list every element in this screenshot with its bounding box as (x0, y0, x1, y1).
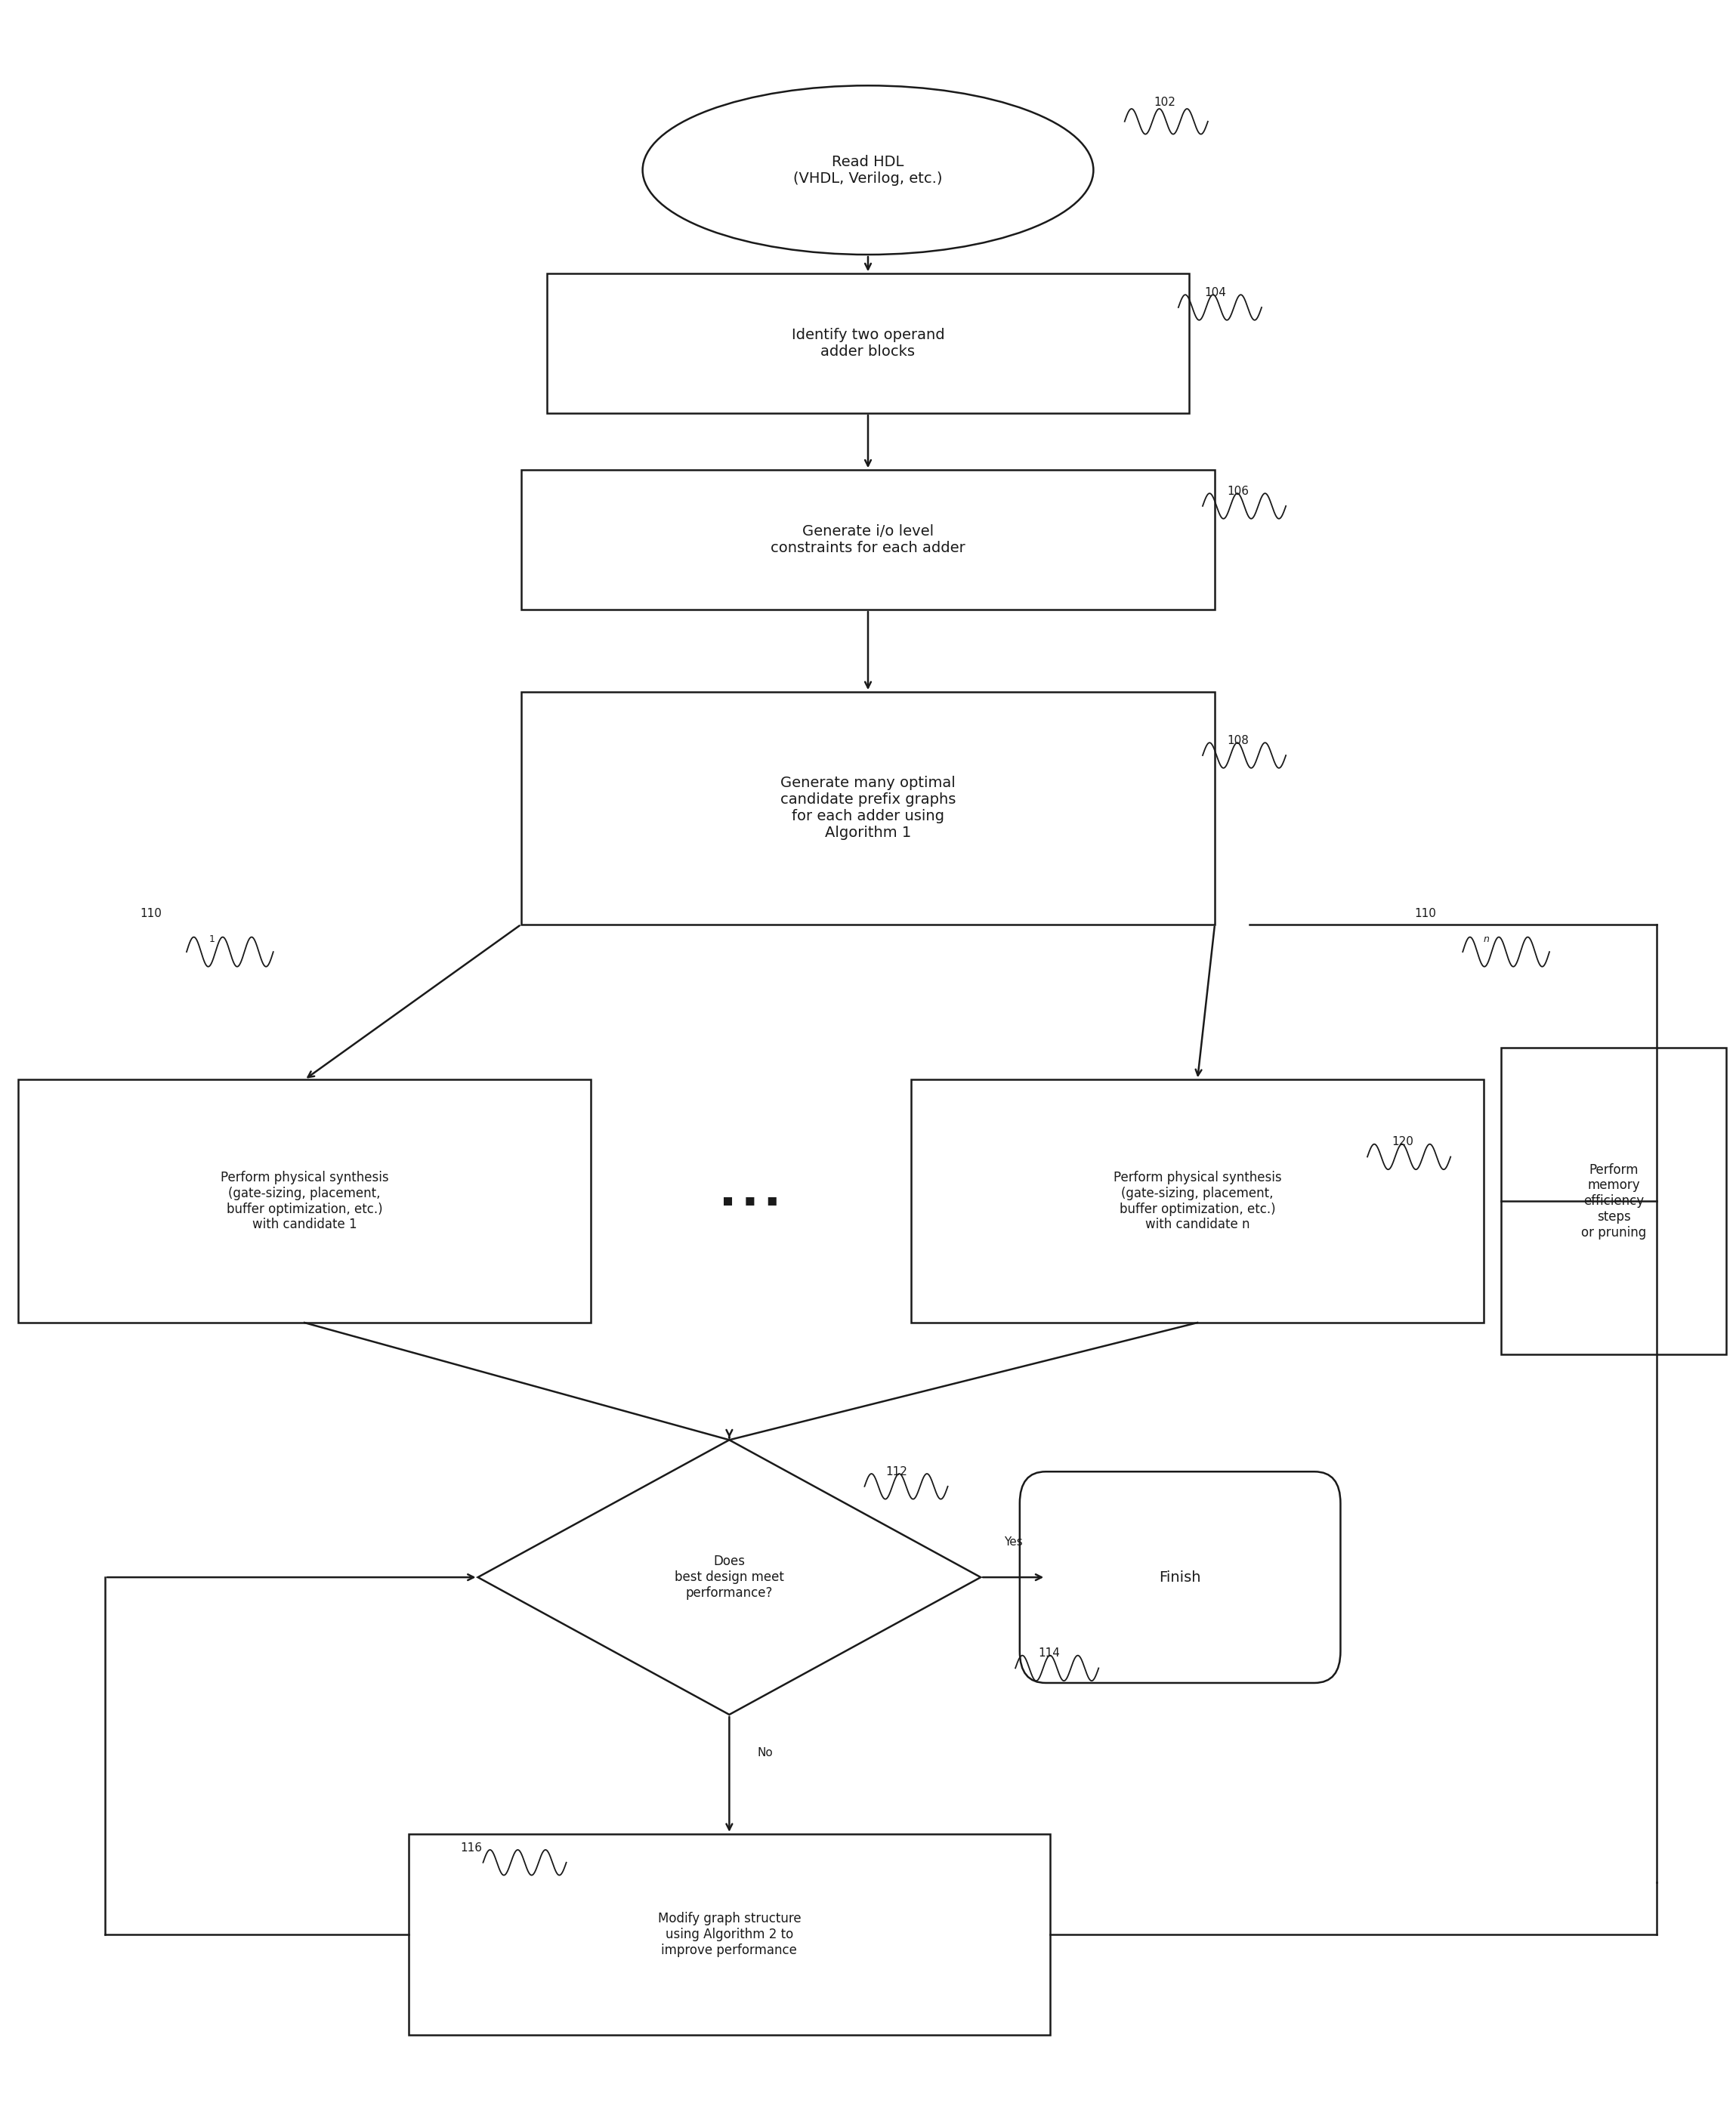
Text: Does
best design meet
performance?: Does best design meet performance? (675, 1555, 785, 1599)
Text: Modify graph structure
using Algorithm 2 to
improve performance: Modify graph structure using Algorithm 2… (658, 1912, 800, 1956)
Text: Generate i/o level
constraints for each adder: Generate i/o level constraints for each … (771, 525, 965, 556)
Text: 102: 102 (1154, 97, 1175, 108)
Text: 110: 110 (1415, 907, 1436, 920)
Text: Generate many optimal
candidate prefix graphs
for each adder using
Algorithm 1: Generate many optimal candidate prefix g… (779, 776, 957, 840)
Text: 104: 104 (1205, 288, 1226, 298)
Text: 106: 106 (1227, 486, 1248, 497)
Text: 116: 116 (460, 1842, 483, 1853)
Text: 114: 114 (1038, 1648, 1059, 1658)
Text: 1: 1 (208, 935, 215, 943)
Text: 112: 112 (885, 1466, 908, 1476)
Text: 120: 120 (1392, 1136, 1413, 1148)
Text: Perform
memory
efficiency
steps
or pruning: Perform memory efficiency steps or pruni… (1581, 1163, 1646, 1239)
Text: ▪  ▪  ▪: ▪ ▪ ▪ (722, 1193, 778, 1210)
Text: Identify two operand
adder blocks: Identify two operand adder blocks (792, 328, 944, 360)
Text: Yes: Yes (1003, 1535, 1023, 1548)
Text: n: n (1484, 935, 1489, 943)
Text: 110: 110 (141, 907, 161, 920)
Text: Perform physical synthesis
(gate-sizing, placement,
buffer optimization, etc.)
w: Perform physical synthesis (gate-sizing,… (1113, 1172, 1281, 1231)
Text: Finish: Finish (1160, 1569, 1201, 1584)
Text: 108: 108 (1227, 734, 1248, 747)
Text: Perform physical synthesis
(gate-sizing, placement,
buffer optimization, etc.)
w: Perform physical synthesis (gate-sizing,… (220, 1172, 389, 1231)
Text: No: No (757, 1747, 773, 1758)
Text: Read HDL
(VHDL, Verilog, etc.): Read HDL (VHDL, Verilog, etc.) (793, 154, 943, 186)
